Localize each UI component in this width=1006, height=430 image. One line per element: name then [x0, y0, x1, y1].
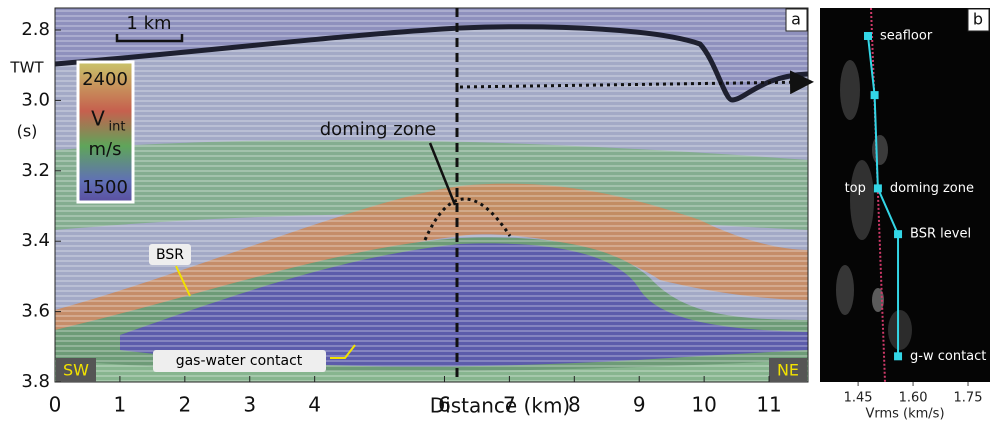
y-tick-label: 3.0 — [21, 89, 50, 110]
x-tick-label: 3 — [243, 393, 256, 417]
link-arrow — [459, 70, 814, 95]
colorbar — [76, 60, 135, 204]
x-tick-label: 1.60 — [899, 391, 928, 406]
leader-line — [428, 142, 457, 206]
x-tick-label: 7 — [503, 393, 516, 417]
panel-label-box — [967, 8, 990, 32]
velocity-panel-bg — [820, 8, 990, 382]
label-box — [769, 358, 807, 382]
x-tick-label: 0 — [49, 393, 62, 417]
label-box — [149, 244, 191, 265]
annotation: doming zone — [320, 119, 436, 140]
point-label: g-w contact — [910, 349, 986, 364]
colorbar-tick: 2400 — [82, 69, 128, 90]
scale-bar — [115, 34, 184, 43]
corner-label: SW — [63, 361, 89, 380]
leader-line — [330, 344, 356, 359]
label-box — [153, 350, 326, 372]
panel-label: a — [791, 10, 801, 29]
panel-frame — [54, 7, 809, 383]
x-tick-label: 6 — [438, 393, 451, 417]
y-tick-label: 3.6 — [21, 301, 50, 322]
annotation: gas-water contact — [176, 353, 303, 369]
x-tick-label: 9 — [633, 393, 646, 417]
x-axis-label: Distance (km) — [430, 394, 570, 418]
colorbar-label: V — [91, 107, 105, 131]
x-tick-label: 2 — [178, 393, 191, 417]
colorbar-unit: m/s — [89, 139, 122, 160]
colorbar-tick: 1500 — [82, 177, 128, 198]
panel-label: b — [973, 10, 983, 29]
y-axis-label: (s) — [17, 122, 38, 141]
point-label: BSR level — [910, 227, 971, 242]
leader-line — [175, 265, 191, 297]
y-tick-label: 3.2 — [21, 160, 50, 181]
velocity-point — [863, 31, 872, 40]
label-box — [56, 358, 96, 382]
x-tick-label: 8 — [568, 393, 581, 417]
point-label: doming zone — [890, 181, 974, 196]
seismic-section — [55, 8, 808, 382]
x-tick-label: 1 — [114, 393, 127, 417]
velocity-point — [873, 184, 882, 193]
x-tick-label: 10 — [691, 393, 716, 417]
velocity-point — [894, 230, 903, 239]
x-tick-label: 1.45 — [844, 391, 873, 406]
point-label: top — [845, 181, 866, 196]
y-tick-label: 3.4 — [21, 230, 50, 251]
x-axis-label: Vrms (km/s) — [865, 407, 944, 422]
y-tick-label: 2.8 — [21, 19, 50, 40]
colorbar-label-sub: int — [109, 120, 126, 135]
x-tick-label: 1.75 — [954, 391, 983, 406]
x-tick-label: 4 — [308, 393, 321, 417]
velocity-point — [894, 352, 903, 361]
x-tick-label: 11 — [756, 393, 781, 417]
velocity-point — [870, 91, 879, 100]
y-tick-label: 3.8 — [21, 371, 50, 392]
point-label: seafloor — [880, 28, 933, 43]
panel-label-box — [785, 8, 808, 32]
corner-label: NE — [777, 361, 799, 380]
annotation: BSR — [156, 247, 184, 263]
y-axis-label: TWT — [9, 59, 44, 77]
scale-bar-label: 1 km — [126, 13, 171, 34]
